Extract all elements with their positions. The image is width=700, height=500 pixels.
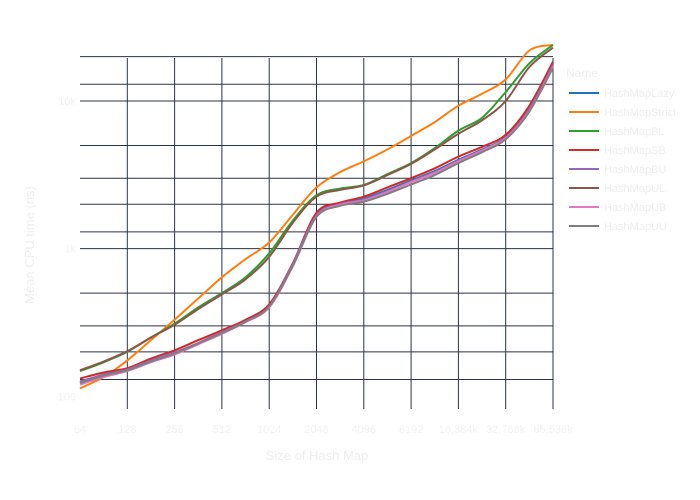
- legend-label: HashMapUB: [604, 202, 666, 214]
- x-tick-label: 2048: [304, 424, 328, 436]
- x-tick-label: 65,536k: [533, 424, 573, 436]
- x-tick-label: 1024: [257, 424, 281, 436]
- legend-label: HashMapSB: [604, 145, 666, 157]
- series-line: [79, 46, 554, 372]
- legend-label: HashMapBL: [604, 126, 665, 138]
- legend-label: HashMapStrict: [604, 107, 676, 119]
- y-axis-title: Mean CPU time (ns): [22, 186, 37, 304]
- x-tick-label: 64: [74, 424, 86, 436]
- legend-label: HashMapBU: [604, 164, 666, 176]
- y-tick-label: 100: [58, 391, 76, 403]
- x-tick-label: 32,768k: [486, 424, 526, 436]
- legend-label: HashMapUU: [604, 221, 667, 233]
- tick-labels: 64 128 256 512 1024 2048 4096 8192 16,384k 32,768…: [58, 96, 573, 436]
- x-axis-title: Size of Hash Map: [266, 448, 369, 463]
- legend: Name HashMapLazy HashMapStrict HashMapBL Ha…: [566, 66, 676, 233]
- legend-title: Name: [566, 66, 598, 80]
- x-tick-label: 16,384k: [439, 424, 479, 436]
- series-line: [79, 67, 554, 384]
- y-tick-label: 10k: [58, 96, 76, 108]
- x-tick-label: 256: [165, 424, 183, 436]
- x-tick-label: 8192: [399, 424, 423, 436]
- legend-label: HashMapLazy: [604, 88, 675, 100]
- y-tick-label: 1k: [64, 244, 76, 256]
- series-line: [79, 61, 554, 380]
- legend-label: HashMapUL: [604, 183, 665, 195]
- series-lines: [79, 43, 554, 390]
- x-tick-label: 128: [118, 424, 136, 436]
- x-tick-label: 4096: [352, 424, 376, 436]
- grid: [80, 56, 554, 409]
- x-tick-label: 512: [213, 424, 231, 436]
